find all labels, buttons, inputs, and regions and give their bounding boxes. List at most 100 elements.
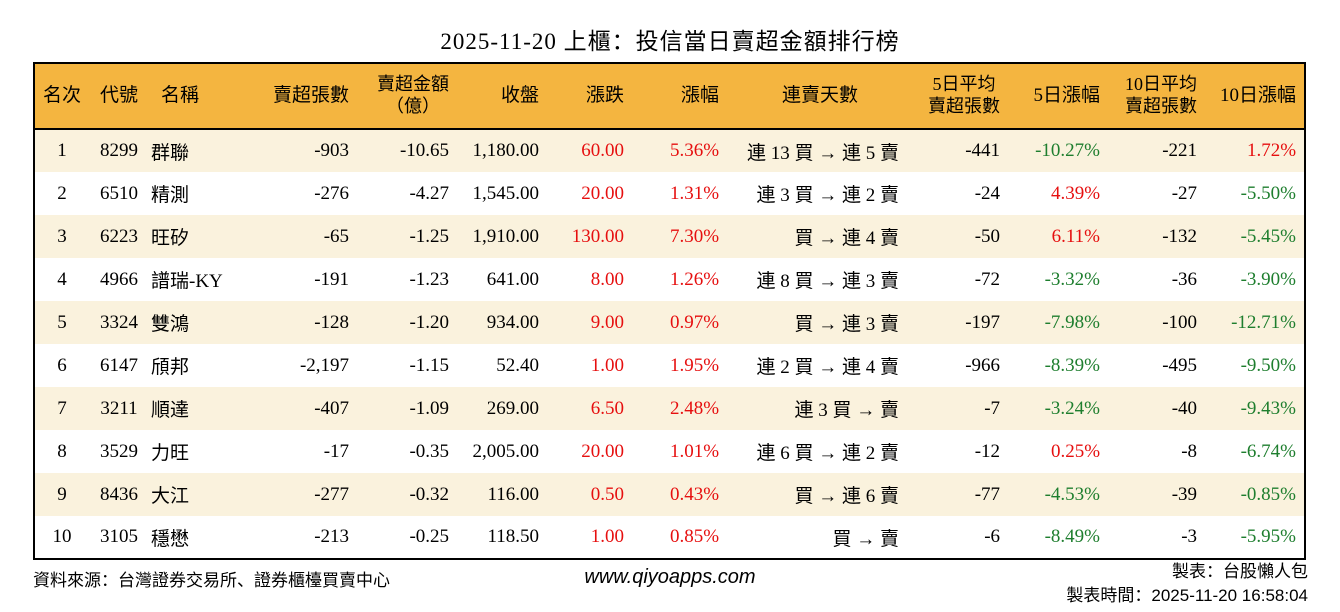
website-url: www.qiyoapps.com <box>584 566 756 588</box>
cell-streak: 買 → 連 6 賣 <box>794 486 900 507</box>
table-header-row: 名次 代號 名稱 賣超張數 賣超金額 （億） 收盤 漲跌 漲幅 連賣天數 5日平均 賣超張數 5日漲幅 1… <box>34 63 1306 129</box>
cell-change: 20.00 <box>581 182 625 204</box>
cell-streak: 連 3 買 → 連 2 賣 <box>756 185 900 206</box>
column-header-pct10: 10日漲幅 <box>1220 84 1297 106</box>
cell-sell_amount: -0.25 <box>409 526 450 547</box>
table-row: 7 3211 順達 -407 -1.09 269.00 6.50 2.48% 連 3 買 → 賣… <box>34 387 1306 430</box>
cell-pct10: -5.95% <box>1240 526 1297 547</box>
cell-sell_volume: -277 <box>314 483 350 505</box>
cell-change: 1.00 <box>590 354 625 376</box>
cell-rank: 8 <box>57 440 67 462</box>
cell-rank: 3 <box>57 225 67 247</box>
cell-avg5: -966 <box>965 354 1001 376</box>
cell-change: 60.00 <box>581 140 625 161</box>
cell-streak: 買 → 連 3 賣 <box>794 314 900 335</box>
table-row: 4 4966 譜瑞-KY -191 -1.23 641.00 8.00 1.26% 連 8 買 … <box>34 258 1306 301</box>
cell-pct10: -6.74% <box>1240 440 1297 462</box>
cell-avg5: -6 <box>984 526 1001 547</box>
cell-pct5: -10.27% <box>1035 140 1101 161</box>
cell-sell_volume: -903 <box>314 140 350 161</box>
cell-code: 6223 <box>100 225 138 247</box>
column-header-pct5: 5日漲幅 <box>1033 84 1101 106</box>
column-header-streak: 連賣天數 <box>782 84 859 106</box>
table-generated-time: 製表時間：2025-11-20 16:58:04 <box>1066 586 1308 605</box>
cell-code: 3211 <box>100 397 138 419</box>
cell-close: 1,180.00 <box>472 140 540 161</box>
cell-change_pct: 1.31% <box>669 182 720 204</box>
cell-change_pct: 5.36% <box>669 140 720 161</box>
cell-sell_amount: -1.09 <box>409 397 450 419</box>
table-author: 製表：台股懶人包 <box>1172 562 1308 581</box>
cell-avg10: -40 <box>1171 397 1198 419</box>
cell-code: 4966 <box>100 268 138 290</box>
cell-name: 雙鴻 <box>151 314 190 335</box>
cell-avg10: -8 <box>1181 440 1198 462</box>
cell-pct5: -8.49% <box>1044 526 1101 547</box>
cell-change_pct: 1.95% <box>669 354 720 376</box>
cell-avg10: -495 <box>1162 354 1198 376</box>
cell-sell_volume: -65 <box>323 225 350 247</box>
cell-streak: 連 8 買 → 連 3 賣 <box>756 271 900 292</box>
column-header-code: 代號 <box>99 84 138 106</box>
cell-name: 群聯 <box>151 142 190 164</box>
cell-avg5: -72 <box>974 268 1001 290</box>
cell-pct5: 6.11% <box>1051 225 1101 247</box>
cell-pct10: -9.43% <box>1240 397 1297 419</box>
column-header-rank: 名次 <box>42 84 81 106</box>
cell-avg5: -441 <box>965 140 1001 161</box>
cell-code: 8299 <box>100 140 138 161</box>
cell-sell_amount: -1.23 <box>409 268 450 290</box>
table-header: 名次 代號 名稱 賣超張數 賣超金額 （億） 收盤 漲跌 漲幅 連賣天數 5日平均 賣超張數 5日漲幅 1… <box>34 63 1306 129</box>
cell-change: 8.00 <box>590 268 625 290</box>
cell-close: 118.50 <box>487 526 540 547</box>
cell-sell_amount: -1.20 <box>409 311 450 333</box>
cell-sell_volume: -17 <box>323 440 350 462</box>
cell-change: 9.00 <box>590 311 625 333</box>
cell-change: 130.00 <box>571 225 625 247</box>
cell-close: 934.00 <box>486 311 540 333</box>
cell-sell_amount: -0.32 <box>409 483 450 505</box>
cell-name: 穩懋 <box>151 528 190 550</box>
cell-rank: 7 <box>57 397 67 419</box>
cell-avg10: -39 <box>1171 483 1198 505</box>
cell-change: 6.50 <box>590 397 625 419</box>
cell-name: 大江 <box>151 486 190 507</box>
column-header-avg10: 10日平均 賣超張數 <box>1125 74 1198 116</box>
cell-close: 1,545.00 <box>472 182 540 204</box>
column-header-close: 收盤 <box>501 84 540 106</box>
cell-pct5: -3.32% <box>1044 268 1101 290</box>
cell-code: 8436 <box>100 483 138 505</box>
table-row: 10 3105 穩懋 -213 -0.25 118.50 1.00 0.85% 買 → 賣 -6 -… <box>34 516 1306 559</box>
column-header-change_pct: 漲幅 <box>681 84 720 106</box>
cell-pct10: -12.71% <box>1231 311 1297 333</box>
table-row: 8 3529 力旺 -17 -0.35 2,005.00 20.00 1.01% 連 6 買 →… <box>34 430 1306 473</box>
cell-close: 1,910.00 <box>472 225 540 247</box>
column-header-sell_volume: 賣超張數 <box>273 84 350 106</box>
cell-change_pct: 7.30% <box>669 225 720 247</box>
cell-avg10: -36 <box>1171 268 1198 290</box>
cell-code: 3324 <box>100 311 138 333</box>
column-header-name: 名稱 <box>161 84 200 106</box>
cell-avg10: -100 <box>1162 311 1198 333</box>
cell-name: 頎邦 <box>151 357 190 378</box>
cell-change: 0.50 <box>590 483 625 505</box>
cell-code: 6510 <box>100 182 138 204</box>
cell-sell_amount: -0.35 <box>409 440 450 462</box>
cell-change_pct: 2.48% <box>669 397 720 419</box>
page-title: 2025-11-20 上櫃：投信當日賣超金額排行榜 <box>440 29 900 54</box>
data-source-note: 資料來源：台灣證券交易所、證券櫃檯買賣中心 <box>33 571 390 590</box>
cell-name: 旺矽 <box>151 228 190 249</box>
cell-rank: 5 <box>57 311 67 333</box>
cell-rank: 4 <box>57 268 67 290</box>
column-header-avg5: 5日平均 賣超張數 <box>928 74 1001 116</box>
cell-pct10: -0.85% <box>1240 483 1297 505</box>
cell-name: 譜瑞-KY <box>151 271 223 292</box>
cell-rank: 6 <box>57 354 67 376</box>
cell-avg5: -197 <box>965 311 1001 333</box>
table-row: 6 6147 頎邦 -2,197 -1.15 52.40 1.00 1.95% 連 2 買 → … <box>34 344 1306 387</box>
cell-streak: 連 3 買 → 賣 <box>794 400 900 421</box>
cell-rank: 1 <box>57 140 67 161</box>
cell-change: 1.00 <box>590 526 625 547</box>
column-header-change: 漲跌 <box>586 84 625 106</box>
cell-close: 52.40 <box>496 354 540 376</box>
